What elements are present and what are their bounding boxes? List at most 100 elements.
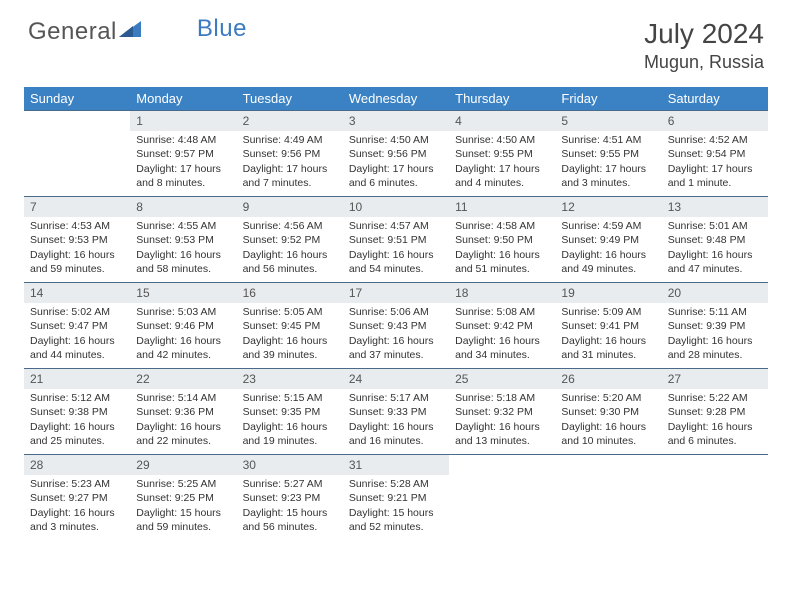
sunset-text: Sunset: 9:27 PM — [30, 491, 124, 505]
day-content: Sunrise: 5:14 AMSunset: 9:36 PMDaylight:… — [130, 389, 236, 452]
sunset-text: Sunset: 9:41 PM — [561, 319, 655, 333]
calendar-cell: 1Sunrise: 4:48 AMSunset: 9:57 PMDaylight… — [130, 111, 236, 197]
calendar-cell: 28Sunrise: 5:23 AMSunset: 9:27 PMDayligh… — [24, 455, 130, 541]
day-number: 19 — [555, 283, 661, 303]
calendar-cell — [449, 455, 555, 541]
sunrise-text: Sunrise: 5:27 AM — [243, 477, 337, 491]
sunset-text: Sunset: 9:25 PM — [136, 491, 230, 505]
day-content: Sunrise: 5:09 AMSunset: 9:41 PMDaylight:… — [555, 303, 661, 366]
sunset-text: Sunset: 9:38 PM — [30, 405, 124, 419]
calendar-cell — [24, 111, 130, 197]
day-content: Sunrise: 4:57 AMSunset: 9:51 PMDaylight:… — [343, 217, 449, 280]
sunrise-text: Sunrise: 5:09 AM — [561, 305, 655, 319]
sunset-text: Sunset: 9:53 PM — [136, 233, 230, 247]
daylight-text: Daylight: 16 hours and 49 minutes. — [561, 248, 655, 276]
daylight-text: Daylight: 16 hours and 42 minutes. — [136, 334, 230, 362]
sunset-text: Sunset: 9:28 PM — [668, 405, 762, 419]
sunrise-text: Sunrise: 5:12 AM — [30, 391, 124, 405]
calendar-cell: 30Sunrise: 5:27 AMSunset: 9:23 PMDayligh… — [237, 455, 343, 541]
day-content: Sunrise: 4:51 AMSunset: 9:55 PMDaylight:… — [555, 131, 661, 194]
sunset-text: Sunset: 9:55 PM — [455, 147, 549, 161]
sunrise-text: Sunrise: 4:53 AM — [30, 219, 124, 233]
daylight-text: Daylight: 17 hours and 3 minutes. — [561, 162, 655, 190]
day-number: 6 — [662, 111, 768, 131]
day-content: Sunrise: 4:48 AMSunset: 9:57 PMDaylight:… — [130, 131, 236, 194]
daylight-text: Daylight: 17 hours and 4 minutes. — [455, 162, 549, 190]
calendar-row: 14Sunrise: 5:02 AMSunset: 9:47 PMDayligh… — [24, 283, 768, 369]
calendar-table: SundayMondayTuesdayWednesdayThursdayFrid… — [24, 87, 768, 541]
sunset-text: Sunset: 9:55 PM — [561, 147, 655, 161]
day-number: 31 — [343, 455, 449, 475]
calendar-cell: 25Sunrise: 5:18 AMSunset: 9:32 PMDayligh… — [449, 369, 555, 455]
page-header: General Blue July 2024 Mugun, Russia — [0, 0, 792, 81]
calendar-cell: 24Sunrise: 5:17 AMSunset: 9:33 PMDayligh… — [343, 369, 449, 455]
day-number: 26 — [555, 369, 661, 389]
calendar-cell: 23Sunrise: 5:15 AMSunset: 9:35 PMDayligh… — [237, 369, 343, 455]
sunrise-text: Sunrise: 4:59 AM — [561, 219, 655, 233]
day-number: 28 — [24, 455, 130, 475]
sunrise-text: Sunrise: 4:57 AM — [349, 219, 443, 233]
daylight-text: Daylight: 16 hours and 13 minutes. — [455, 420, 549, 448]
daylight-text: Daylight: 16 hours and 47 minutes. — [668, 248, 762, 276]
day-number: 16 — [237, 283, 343, 303]
sunset-text: Sunset: 9:48 PM — [668, 233, 762, 247]
daylight-text: Daylight: 16 hours and 10 minutes. — [561, 420, 655, 448]
sunset-text: Sunset: 9:57 PM — [136, 147, 230, 161]
calendar-cell: 18Sunrise: 5:08 AMSunset: 9:42 PMDayligh… — [449, 283, 555, 369]
day-number — [555, 455, 661, 475]
calendar-cell: 17Sunrise: 5:06 AMSunset: 9:43 PMDayligh… — [343, 283, 449, 369]
daylight-text: Daylight: 15 hours and 59 minutes. — [136, 506, 230, 534]
day-content: Sunrise: 4:53 AMSunset: 9:53 PMDaylight:… — [24, 217, 130, 280]
sunrise-text: Sunrise: 5:06 AM — [349, 305, 443, 319]
sunset-text: Sunset: 9:39 PM — [668, 319, 762, 333]
calendar-cell: 26Sunrise: 5:20 AMSunset: 9:30 PMDayligh… — [555, 369, 661, 455]
sunrise-text: Sunrise: 5:03 AM — [136, 305, 230, 319]
sunrise-text: Sunrise: 4:50 AM — [349, 133, 443, 147]
calendar-cell: 29Sunrise: 5:25 AMSunset: 9:25 PMDayligh… — [130, 455, 236, 541]
day-number: 12 — [555, 197, 661, 217]
calendar-cell: 31Sunrise: 5:28 AMSunset: 9:21 PMDayligh… — [343, 455, 449, 541]
calendar-cell: 21Sunrise: 5:12 AMSunset: 9:38 PMDayligh… — [24, 369, 130, 455]
day-content: Sunrise: 5:12 AMSunset: 9:38 PMDaylight:… — [24, 389, 130, 452]
calendar-row: 21Sunrise: 5:12 AMSunset: 9:38 PMDayligh… — [24, 369, 768, 455]
day-content: Sunrise: 5:02 AMSunset: 9:47 PMDaylight:… — [24, 303, 130, 366]
sunrise-text: Sunrise: 5:25 AM — [136, 477, 230, 491]
day-number — [662, 455, 768, 475]
sunset-text: Sunset: 9:51 PM — [349, 233, 443, 247]
daylight-text: Daylight: 16 hours and 16 minutes. — [349, 420, 443, 448]
daylight-text: Daylight: 16 hours and 37 minutes. — [349, 334, 443, 362]
day-number: 5 — [555, 111, 661, 131]
day-content: Sunrise: 5:05 AMSunset: 9:45 PMDaylight:… — [237, 303, 343, 366]
weekday-header: Thursday — [449, 87, 555, 111]
day-content: Sunrise: 5:15 AMSunset: 9:35 PMDaylight:… — [237, 389, 343, 452]
calendar-cell: 14Sunrise: 5:02 AMSunset: 9:47 PMDayligh… — [24, 283, 130, 369]
calendar-row: 28Sunrise: 5:23 AMSunset: 9:27 PMDayligh… — [24, 455, 768, 541]
calendar-body: 1Sunrise: 4:48 AMSunset: 9:57 PMDaylight… — [24, 111, 768, 541]
calendar-cell: 15Sunrise: 5:03 AMSunset: 9:46 PMDayligh… — [130, 283, 236, 369]
daylight-text: Daylight: 16 hours and 19 minutes. — [243, 420, 337, 448]
day-content: Sunrise: 5:28 AMSunset: 9:21 PMDaylight:… — [343, 475, 449, 538]
sunrise-text: Sunrise: 4:56 AM — [243, 219, 337, 233]
day-number: 1 — [130, 111, 236, 131]
brand-logo: General Blue — [28, 18, 247, 46]
day-number: 18 — [449, 283, 555, 303]
calendar-cell: 4Sunrise: 4:50 AMSunset: 9:55 PMDaylight… — [449, 111, 555, 197]
day-number: 7 — [24, 197, 130, 217]
day-content: Sunrise: 4:59 AMSunset: 9:49 PMDaylight:… — [555, 217, 661, 280]
weekday-header: Tuesday — [237, 87, 343, 111]
calendar-cell: 12Sunrise: 4:59 AMSunset: 9:49 PMDayligh… — [555, 197, 661, 283]
daylight-text: Daylight: 16 hours and 51 minutes. — [455, 248, 549, 276]
sunrise-text: Sunrise: 4:58 AM — [455, 219, 549, 233]
day-number: 9 — [237, 197, 343, 217]
daylight-text: Daylight: 16 hours and 39 minutes. — [243, 334, 337, 362]
daylight-text: Daylight: 16 hours and 31 minutes. — [561, 334, 655, 362]
sunset-text: Sunset: 9:54 PM — [668, 147, 762, 161]
calendar-cell: 6Sunrise: 4:52 AMSunset: 9:54 PMDaylight… — [662, 111, 768, 197]
daylight-text: Daylight: 17 hours and 8 minutes. — [136, 162, 230, 190]
sunrise-text: Sunrise: 4:55 AM — [136, 219, 230, 233]
day-number: 11 — [449, 197, 555, 217]
weekday-header: Friday — [555, 87, 661, 111]
day-content: Sunrise: 4:56 AMSunset: 9:52 PMDaylight:… — [237, 217, 343, 280]
day-content: Sunrise: 5:18 AMSunset: 9:32 PMDaylight:… — [449, 389, 555, 452]
day-number: 25 — [449, 369, 555, 389]
